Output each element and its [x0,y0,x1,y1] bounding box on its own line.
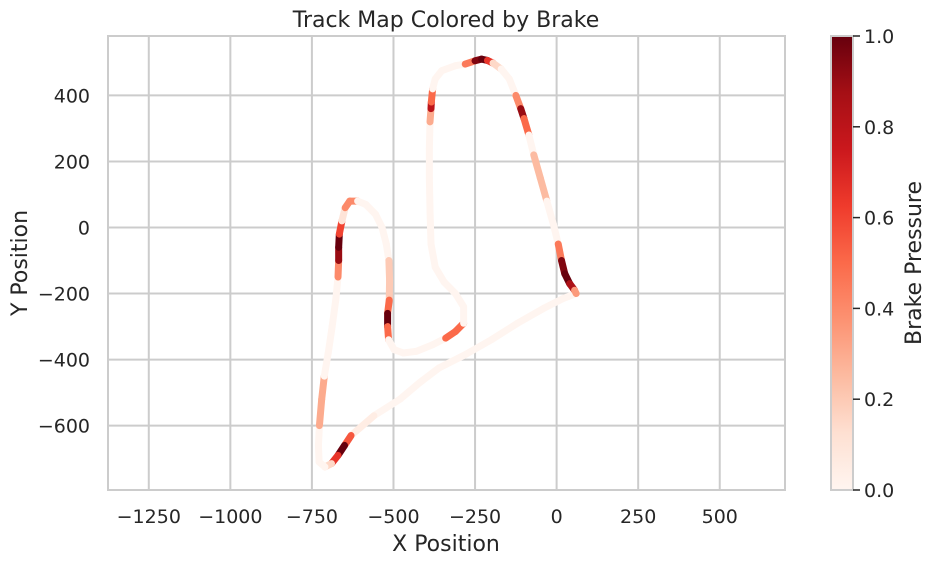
y-tick-label: 0 [78,218,90,240]
x-tick-label: 500 [702,506,738,528]
y-tick-label: −200 [38,284,90,306]
x-tick-label: 250 [620,506,656,528]
colorbar-tick-label: 0.8 [864,117,894,139]
plot-background [108,36,785,490]
x-gridlines [147,36,721,490]
x-tick-label: −750 [286,506,338,528]
track-segment [332,273,342,304]
colorbar-tick-labels: 0.0 0.2 0.4 0.6 0.8 1.0 [853,26,894,502]
plot-frame [107,35,786,491]
colorbar-tick-label: 1.0 [864,26,894,48]
colorbar-tick-label: 0.6 [864,208,894,230]
track-segment [425,118,434,152]
y-tick-label: 400 [54,85,90,107]
track-segment [320,349,332,380]
track-segment [427,240,439,271]
plot-area [107,35,786,491]
colorbar-gradient [830,35,854,491]
y-tick-label: 200 [54,151,90,173]
track-segment [347,412,378,440]
track-segment [315,395,326,430]
track-segment [540,294,567,312]
track-segment [435,351,469,372]
y-tick-labels: −600 −400 −200 0 200 400 [38,85,90,437]
colorbar-tick-label: 0.4 [864,298,894,320]
track-segment [487,319,521,344]
track-segment [513,304,548,327]
x-tick-label: −250 [449,506,501,528]
x-tick-labels: −1250 −1000 −750 −500 −250 0 250 500 [117,506,738,528]
track-segment [571,286,580,298]
track-segment [543,197,557,228]
track-segment [426,207,435,248]
track-segment [396,379,424,403]
y-tick-label: −600 [38,416,90,438]
track-segment [416,364,443,387]
colorbar: 0.0 0.2 0.4 0.6 0.8 1.0 Brake Pressure [830,26,927,502]
track-segment [536,174,551,205]
track-segment [328,296,340,331]
track-segment [318,372,328,403]
colorbar-tick-label: 0.0 [864,480,894,502]
track-segment [370,395,404,420]
track-segment [324,323,336,357]
y-gridlines [108,94,785,427]
x-tick-label: −1000 [198,506,262,528]
colorbar-label: Brake Pressure [902,181,927,345]
track-segment [461,336,495,359]
x-tick-label: −1250 [117,506,181,528]
chart-title: Track Map Colored by Brake [292,8,600,33]
x-tick-label: 0 [551,506,563,528]
track-segment [425,174,434,215]
y-axis-label: Y Position [8,210,33,317]
track-path [314,55,580,471]
colorbar-tick-label: 0.2 [864,389,894,411]
y-tick-label: −400 [38,350,90,372]
x-axis-label: X Position [392,532,500,557]
track-segment [530,151,544,182]
x-tick-label: −500 [367,506,419,528]
